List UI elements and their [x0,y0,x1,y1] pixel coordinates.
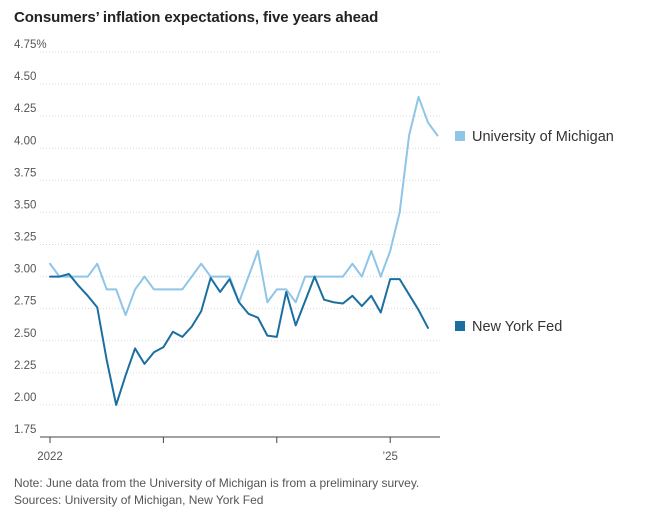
y-tick-label: 3.75 [14,167,36,179]
x-tick-label: 2022 [37,451,63,463]
legend-label: University of Michigan [472,129,614,145]
legend: University of Michigan New York Fed [455,129,614,335]
gridlines [40,51,440,438]
y-tick-label: 2.00 [14,392,36,404]
chart-footer: Note: June data from the University of M… [14,475,419,509]
chart-title: Consumers’ inflation expectations, five … [14,9,379,26]
y-tick-label: 3.00 [14,264,36,276]
y-tick-label: 4.75% [14,39,47,51]
y-tick-label: 4.25 [14,103,36,115]
legend-swatch [455,131,465,141]
y-tick-label: 4.00 [14,135,36,147]
series-lines [49,95,439,406]
series-line-university-of-michigan [49,95,439,317]
x-axis: 2022 ’25 [37,437,398,463]
y-tick-label: 1.75 [14,424,36,436]
y-tick-label: 2.50 [14,328,36,340]
x-tick-label: ’25 [383,451,398,463]
legend-swatch [455,321,465,331]
y-tick-label: 3.50 [14,199,36,211]
y-axis-tick-labels: 4.75% 4.50 4.25 4.00 3.75 3.50 3.25 3.00 2.75 2.5… [14,39,47,436]
series-line-new-york-fed [49,273,429,406]
y-tick-label: 3.25 [14,232,36,244]
y-tick-label: 4.50 [14,71,36,83]
chart-note: Note: June data from the University of M… [14,476,420,490]
line-chart: 4.75% 4.50 4.25 4.00 3.75 3.50 3.25 3.00 2.75 2.5… [14,39,614,463]
y-tick-label: 2.75 [14,296,36,308]
legend-label: New York Fed [472,319,562,335]
chart-sources: Sources: University of Michigan, New Yor… [14,493,264,507]
y-tick-label: 2.25 [14,360,36,372]
